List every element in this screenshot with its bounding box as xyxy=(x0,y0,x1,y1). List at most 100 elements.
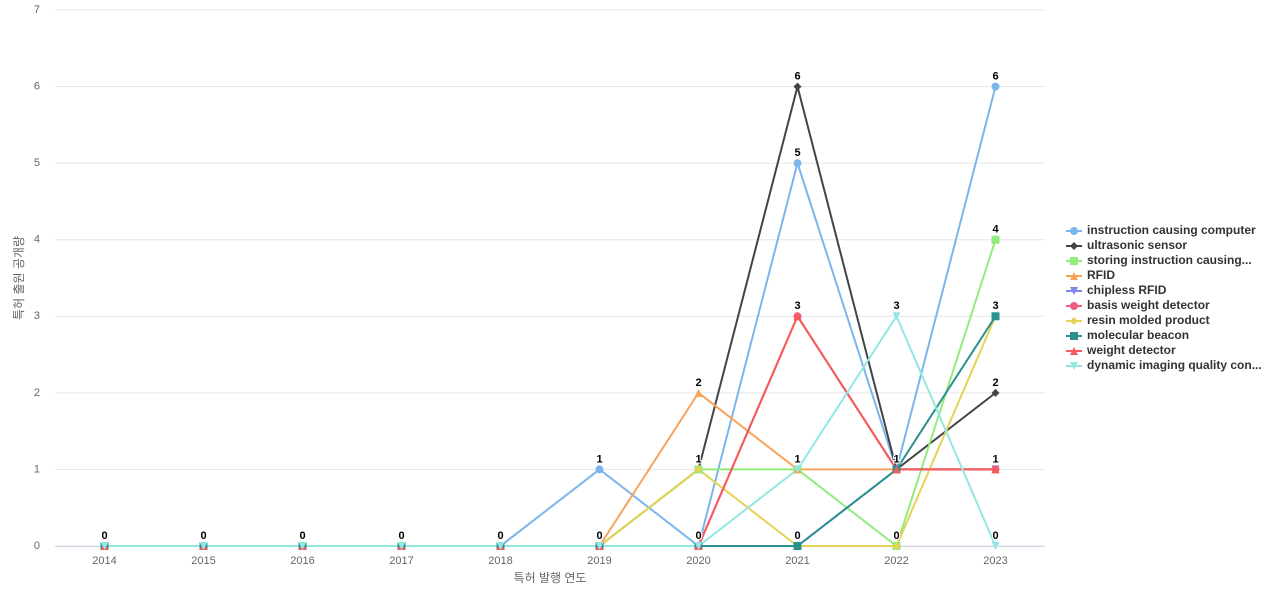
data-label: 0 xyxy=(893,530,899,542)
marker xyxy=(793,465,802,474)
data-label: 0 xyxy=(101,530,107,542)
data-label: 0 xyxy=(200,530,206,542)
data-label: 0 xyxy=(101,530,107,542)
data-label: 0 xyxy=(794,530,800,542)
data-label: 1 xyxy=(893,453,899,465)
data-label: 1 xyxy=(794,453,800,465)
data-label: 0 xyxy=(299,530,305,542)
marker xyxy=(1070,332,1078,340)
y-tick-label: 1 xyxy=(34,463,40,475)
data-label: 0 xyxy=(497,530,503,542)
data-label: 0 xyxy=(200,530,206,542)
marker xyxy=(1070,317,1078,325)
x-axis-title: 특허 발행 연도 xyxy=(514,570,587,585)
data-label: 0 xyxy=(497,530,503,542)
legend-label[interactable]: RFID xyxy=(1087,268,1115,282)
marker xyxy=(991,235,1000,244)
data-label: 0 xyxy=(398,530,404,542)
marker xyxy=(298,542,307,550)
data-label: 0 xyxy=(497,530,503,542)
marker xyxy=(991,82,1000,91)
data-label: 0 xyxy=(596,530,602,542)
legend-label[interactable]: instruction causing computer xyxy=(1087,223,1256,237)
data-label: 0 xyxy=(398,530,404,542)
marker xyxy=(1070,227,1078,235)
data-label: 0 xyxy=(596,530,602,542)
marker xyxy=(1070,302,1078,310)
legend-label[interactable]: resin molded product xyxy=(1087,313,1210,327)
marker xyxy=(199,542,208,550)
y-tick-label: 6 xyxy=(34,80,40,92)
data-label: 0 xyxy=(299,530,305,542)
data-label: 0 xyxy=(695,530,701,542)
data-label: 3 xyxy=(794,300,800,312)
data-label: 0 xyxy=(398,530,404,542)
data-label: 0 xyxy=(101,530,107,542)
marker xyxy=(892,312,901,321)
series-line xyxy=(104,315,997,547)
data-label: 1 xyxy=(893,453,899,465)
marker xyxy=(793,159,802,168)
data-label: 0 xyxy=(794,530,800,542)
data-label: 0 xyxy=(299,530,305,542)
marker xyxy=(100,542,109,550)
data-label: 1 xyxy=(893,453,899,465)
data-label: 0 xyxy=(794,530,800,542)
data-label: 0 xyxy=(596,530,602,542)
data-label: 1 xyxy=(992,453,998,465)
marker xyxy=(1070,347,1078,355)
series-line xyxy=(104,315,997,547)
legend-label[interactable]: storing instruction causing... xyxy=(1087,253,1252,267)
data-label: 1 xyxy=(893,453,899,465)
marker xyxy=(1070,257,1078,265)
data-label: 0 xyxy=(398,530,404,542)
legend-label[interactable]: ultrasonic sensor xyxy=(1087,238,1187,252)
data-label: 0 xyxy=(101,530,107,542)
data-label: 0 xyxy=(695,530,701,542)
marker xyxy=(1070,362,1078,370)
data-label: 0 xyxy=(200,530,206,542)
marker xyxy=(892,465,901,474)
data-label: 6 xyxy=(992,70,998,82)
marker xyxy=(991,542,1000,550)
data-label: 0 xyxy=(497,530,503,542)
data-label: 4 xyxy=(992,224,999,236)
legend-label[interactable]: chipless RFID xyxy=(1087,283,1167,297)
data-label: 1 xyxy=(695,453,701,465)
x-tick-label: 2020 xyxy=(686,555,710,567)
data-label: 0 xyxy=(398,530,404,542)
data-label: 0 xyxy=(299,530,305,542)
legend-label[interactable]: dynamic imaging quality con... xyxy=(1087,358,1262,372)
data-label: 0 xyxy=(497,530,503,542)
data-label: 0 xyxy=(398,530,404,542)
data-label: 0 xyxy=(596,530,602,542)
marker xyxy=(595,542,604,550)
data-label: 0 xyxy=(299,530,305,542)
data-label: 0 xyxy=(299,530,305,542)
marker xyxy=(694,465,703,474)
data-label: 1 xyxy=(695,453,701,465)
data-label: 1 xyxy=(992,453,998,465)
data-label: 0 xyxy=(200,530,206,542)
marker xyxy=(694,388,703,397)
marker xyxy=(991,465,1000,474)
data-label: 0 xyxy=(299,530,305,542)
x-tick-label: 2018 xyxy=(488,555,512,567)
data-label: 0 xyxy=(200,530,206,542)
data-label: 1 xyxy=(794,453,800,465)
data-label: 0 xyxy=(200,530,206,542)
legend-label[interactable]: weight detector xyxy=(1086,343,1176,357)
data-label: 0 xyxy=(695,530,701,542)
data-label: 0 xyxy=(893,530,899,542)
data-label: 3 xyxy=(893,300,899,312)
data-label: 0 xyxy=(398,530,404,542)
y-tick-label: 2 xyxy=(34,387,40,399)
legend-label[interactable]: molecular beacon xyxy=(1087,328,1189,342)
legend-label[interactable]: basis weight detector xyxy=(1087,298,1210,312)
marker xyxy=(694,542,703,550)
marker xyxy=(991,312,1000,321)
x-tick-label: 2023 xyxy=(983,555,1007,567)
series-line xyxy=(104,314,996,547)
data-label: 0 xyxy=(497,530,503,542)
data-label: 0 xyxy=(299,530,305,542)
